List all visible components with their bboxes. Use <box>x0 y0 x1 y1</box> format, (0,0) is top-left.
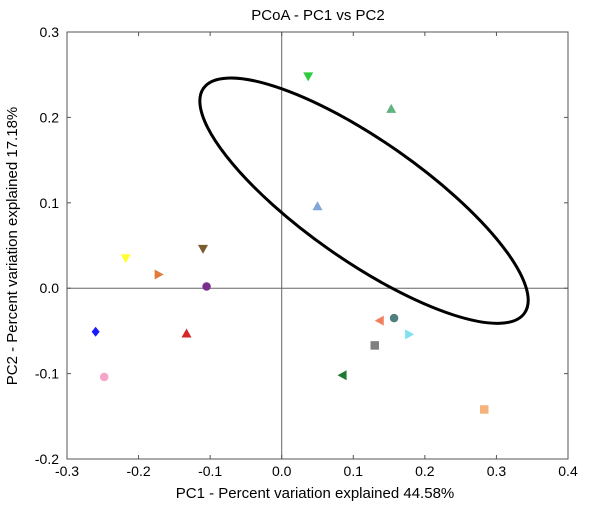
confidence-ellipse <box>198 76 530 325</box>
data-point <box>337 370 347 381</box>
data-point <box>303 72 314 82</box>
data-point <box>99 372 109 382</box>
chart-title: PCoA - PC1 vs PC2 <box>251 7 384 24</box>
x-tick-label: -0.1 <box>198 463 222 479</box>
x-tick-label: -0.3 <box>55 463 79 479</box>
y-tick-label: 0.2 <box>40 109 60 125</box>
data-point <box>370 341 380 350</box>
x-tick-label: -0.2 <box>127 463 151 479</box>
y-axis-title: PC2 - Percent variation explained 17.18% <box>4 107 21 386</box>
data-point <box>480 405 489 414</box>
plot-frame <box>66 31 569 460</box>
y-tick-label: -0.1 <box>35 366 59 382</box>
data-point <box>389 313 399 323</box>
data-point <box>154 269 164 280</box>
y-tick-label: 0.3 <box>40 24 60 40</box>
data-point <box>181 328 192 338</box>
x-axis-title: PC1 - Percent variation explained 44.58% <box>176 485 455 502</box>
y-tick-label: -0.2 <box>35 451 59 467</box>
x-tick-label: 0.2 <box>415 463 435 479</box>
x-tick-label: 0.3 <box>487 463 507 479</box>
data-point <box>312 201 323 211</box>
data-point <box>91 326 100 337</box>
data-point <box>197 244 208 254</box>
data-point <box>202 282 211 291</box>
x-tick-label: 0.4 <box>558 463 578 479</box>
x-axis-ticks: -0.3 -0.2 -0.1 0.0 0.1 0.2 0.3 0.4 <box>55 32 578 479</box>
data-point <box>386 103 397 113</box>
y-tick-label: 0.1 <box>40 195 60 211</box>
x-tick-label: 0.0 <box>272 463 292 479</box>
y-tick-label: 0.0 <box>40 280 60 296</box>
data-point <box>405 329 415 340</box>
plot-area <box>66 31 569 460</box>
data-point <box>374 315 384 326</box>
x-tick-label: 0.1 <box>344 463 364 479</box>
data-point <box>120 254 131 264</box>
y-axis-ticks: -0.2 -0.1 0.0 0.1 0.2 0.3 <box>35 24 568 467</box>
